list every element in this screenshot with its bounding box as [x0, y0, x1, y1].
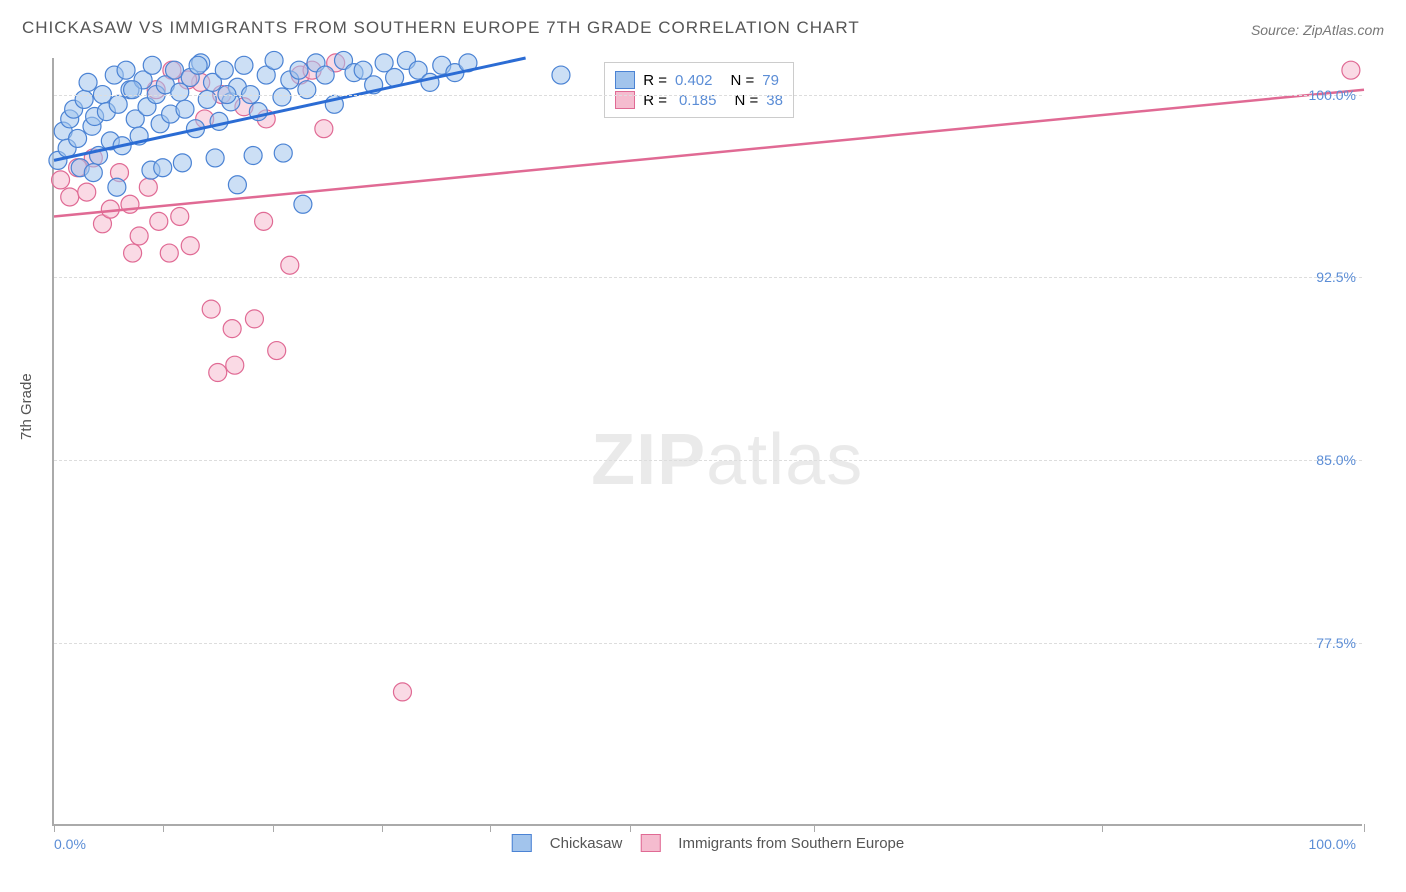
scatter-point: [268, 342, 286, 360]
scatter-point: [160, 244, 178, 262]
scatter-point: [109, 95, 127, 113]
chart-svg: [54, 58, 1362, 824]
x-max-label: 100.0%: [1309, 836, 1356, 852]
scatter-point: [294, 195, 312, 213]
scatter-point: [154, 159, 172, 177]
scatter-point: [173, 154, 191, 172]
x-min-label: 0.0%: [54, 836, 86, 852]
x-tickmark: [163, 824, 164, 832]
x-tickmark: [382, 824, 383, 832]
scatter-point: [84, 164, 102, 182]
n-label: N =: [731, 72, 755, 89]
scatter-point: [226, 356, 244, 374]
scatter-point: [552, 66, 570, 84]
scatter-point: [139, 178, 157, 196]
scatter-point: [273, 88, 291, 106]
scatter-point: [298, 81, 316, 99]
scatter-point: [124, 81, 142, 99]
scatter-point: [281, 256, 299, 274]
scatter-point: [117, 61, 135, 79]
x-tickmark: [273, 824, 274, 832]
scatter-point: [181, 237, 199, 255]
y-axis-label: 7th Grade: [18, 373, 35, 440]
y-tick-label: 92.5%: [1316, 269, 1356, 285]
bottom-legend: Chickasaw Immigrants from Southern Europ…: [512, 834, 904, 852]
scatter-point: [210, 112, 228, 130]
scatter-point: [52, 171, 70, 189]
scatter-point: [171, 207, 189, 225]
n-value-1: 79: [762, 72, 779, 89]
scatter-point: [315, 120, 333, 138]
scatter-point: [1342, 61, 1360, 79]
x-tickmark: [54, 824, 55, 832]
x-tickmark: [490, 824, 491, 832]
source-credit: Source: ZipAtlas.com: [1251, 22, 1384, 38]
scatter-point: [78, 183, 96, 201]
scatter-point: [244, 147, 262, 165]
scatter-point: [198, 90, 216, 108]
r-label: R =: [643, 72, 667, 89]
scatter-point: [75, 90, 93, 108]
scatter-point: [316, 66, 334, 84]
scatter-point: [215, 61, 233, 79]
bottom-swatch-1: [512, 834, 532, 852]
gridline: [54, 277, 1362, 278]
y-tick-label: 100.0%: [1309, 87, 1356, 103]
scatter-point: [189, 56, 207, 74]
bottom-swatch-2: [640, 834, 660, 852]
bottom-label-2: Immigrants from Southern Europe: [678, 835, 904, 852]
scatter-point: [79, 73, 97, 91]
y-tick-label: 85.0%: [1316, 452, 1356, 468]
scatter-point: [228, 176, 246, 194]
gridline: [54, 95, 1362, 96]
scatter-point: [290, 61, 308, 79]
scatter-point: [235, 56, 253, 74]
r-value-1: 0.402: [675, 72, 713, 89]
scatter-point: [143, 56, 161, 74]
stats-legend: R = 0.402 N = 79 R = 0.185 N = 38: [604, 62, 794, 118]
y-tick-label: 77.5%: [1316, 635, 1356, 651]
scatter-point: [245, 310, 263, 328]
page-title: CHICKASAW VS IMMIGRANTS FROM SOUTHERN EU…: [22, 18, 860, 38]
chart-area: R = 0.402 N = 79 R = 0.185 N = 38 ZIPatl…: [52, 58, 1362, 826]
legend-row-1: R = 0.402 N = 79: [615, 71, 783, 89]
scatter-point: [223, 320, 241, 338]
scatter-point: [130, 227, 148, 245]
scatter-point: [176, 100, 194, 118]
scatter-point: [108, 178, 126, 196]
scatter-point: [255, 212, 273, 230]
scatter-point: [274, 144, 292, 162]
scatter-point: [150, 212, 168, 230]
gridline: [54, 460, 1362, 461]
scatter-point: [202, 300, 220, 318]
scatter-point: [209, 364, 227, 382]
gridline: [54, 643, 1362, 644]
x-tickmark: [814, 824, 815, 832]
scatter-point: [265, 51, 283, 69]
scatter-point: [124, 244, 142, 262]
bottom-label-1: Chickasaw: [550, 835, 623, 852]
x-tickmark: [630, 824, 631, 832]
x-tickmark: [1364, 824, 1365, 832]
scatter-point: [206, 149, 224, 167]
x-tickmark: [1102, 824, 1103, 832]
swatch-series1: [615, 71, 635, 89]
scatter-point: [61, 188, 79, 206]
scatter-point: [69, 129, 87, 147]
scatter-point: [393, 683, 411, 701]
